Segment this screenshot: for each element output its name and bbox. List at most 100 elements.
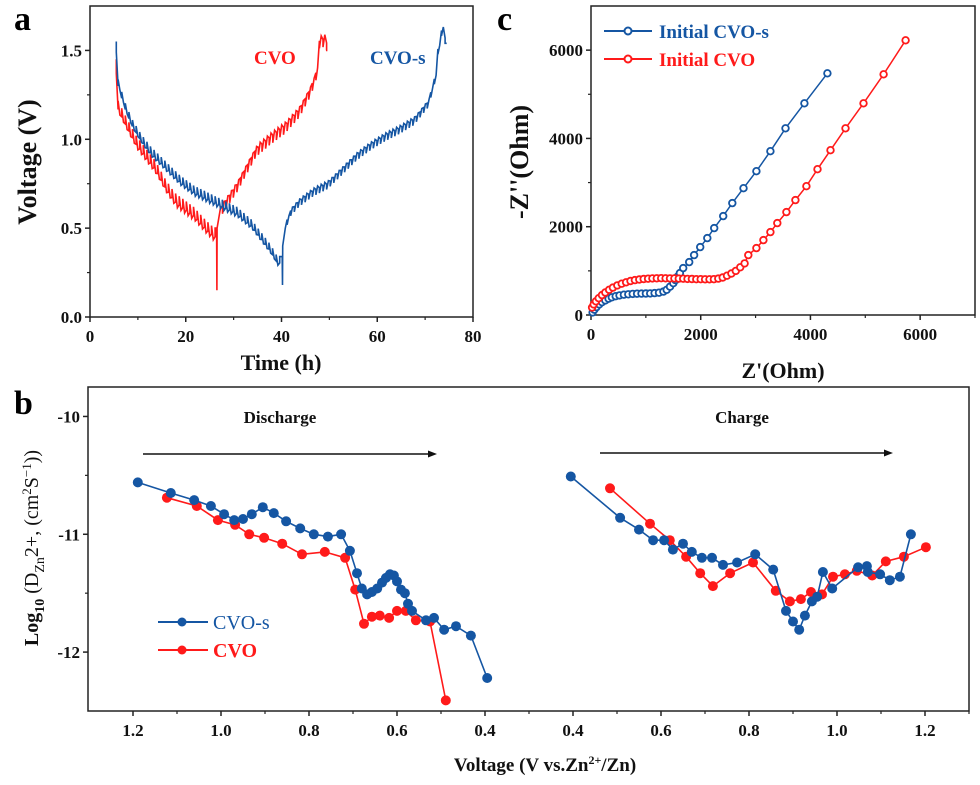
ylabel-close: )) — [21, 450, 43, 463]
y-tick-label: -10 — [57, 407, 80, 426]
nyquist-point-initial-cvo — [841, 124, 850, 133]
nyquist-point-initial-cvo — [766, 227, 775, 237]
legend-label-initial-cvo-s: Initial CVO-s — [659, 22, 769, 43]
nyquist-point-initial-cvo — [879, 70, 888, 79]
x-tick-label: 0.8 — [298, 721, 319, 740]
nyquist-point-initial-cvo-s — [679, 263, 688, 273]
diffusion-point-discharge-cvo-s — [399, 588, 410, 599]
panel-c-ylabel: -Z''(Ohm) — [505, 105, 534, 219]
panel-b-diffusion: -10-11-121.2 1.0 0.8 0.6 0.4 0.4 0.6 0.8 1.0 1.2 … — [19, 386, 970, 776]
diffusion-point-charge-cvo-s — [894, 571, 905, 582]
diffusion-point-discharge-cvo-s — [205, 501, 216, 511]
diffusion-point-charge-cvo — [605, 483, 615, 494]
diffusion-point-discharge-cvo-s — [322, 531, 333, 542]
panel-c-frame — [590, 5, 976, 316]
x-tick-label: 0.8 — [738, 721, 759, 740]
nyquist-point-initial-cvo-s — [800, 99, 809, 108]
diffusion-point-discharge-cvo-s — [429, 612, 439, 623]
panel-c-xlabel: Z'(Ohm) — [741, 358, 824, 383]
y-tick-label: -11 — [58, 525, 80, 544]
nyquist-point-initial-cvo — [826, 145, 835, 155]
panel-c-nyquist: 0 2000 4000 6000 0 2000 4000 6000 Initial CVO-s… — [505, 5, 976, 383]
diffusion-point-discharge-cvo-s — [238, 514, 248, 524]
panel-a-ylabel: Voltage (V) — [13, 99, 42, 224]
y-tick-label: 0.0 — [61, 308, 82, 327]
y-tick-label: 6000 — [549, 41, 583, 60]
xlabel-main: Voltage (V vs.Zn — [454, 755, 589, 776]
x-tick-label: 4000 — [793, 325, 827, 344]
panel-b-legend: CVO-s CVO — [158, 612, 270, 662]
panel-b-ticks: -10 -11 -12 1.2 1.0 0.8 0.6 0.4 0.4 0.6 0.8 1.0 1.2 — [57, 407, 970, 740]
panel-a-ticks: 0 20 40 60 80 0.0 0.5 1.0 1.5 — [61, 41, 482, 346]
diffusion-point-charge-cvo-s — [707, 552, 717, 563]
y-tick-label: 2000 — [549, 218, 583, 237]
panel-a-xlabel: Time (h) — [241, 350, 322, 375]
legend-label-initial-cvo: Initial CVO — [659, 50, 755, 71]
diffusion-point-charge-cvo-s — [696, 552, 707, 563]
y-tick-label: 4000 — [549, 129, 583, 148]
discharge-arrow-head — [428, 450, 437, 458]
xlabel-end: /Zn) — [600, 755, 636, 776]
annotation-charge: Charge — [715, 408, 769, 427]
panel-b-frame — [87, 386, 970, 712]
nyquist-point-initial-cvo-s — [689, 250, 699, 260]
diffusion-point-charge-cvo-s — [905, 529, 916, 540]
diffusion-point-discharge-cvo-s — [421, 615, 431, 626]
nyquist-point-initial-cvo-s — [728, 198, 737, 208]
diffusion-point-charge-cvo-s — [565, 471, 576, 482]
diffusion-point-charge-cvo-s — [732, 557, 743, 568]
panel-b-ylabel: Log10 (DZn2+, (cm2S−1)) — [19, 450, 48, 646]
ylabel-mid: 2+, (cm — [21, 494, 43, 557]
nyquist-point-initial-cvo-s — [781, 124, 790, 133]
y-tick-label: 0 — [575, 306, 584, 325]
diffusion-point-charge-cvo — [784, 596, 795, 607]
panel-a-voltage-time: 0 20 40 60 80 0.0 0.5 1.0 1.5 CVO CVO-s Time (h)… — [13, 5, 482, 375]
diffusion-point-discharge-cvo-s — [465, 630, 476, 641]
diffusion-point-charge-cvo-s — [788, 616, 798, 627]
x-tick-label: 2000 — [684, 325, 718, 344]
diffusion-point-discharge-cvo-s — [336, 529, 347, 540]
diffusion-point-discharge-cvo — [297, 549, 307, 560]
diffusion-point-discharge-cvo-s — [308, 529, 319, 540]
annotation-discharge: Discharge — [244, 408, 317, 427]
diffusion-point-discharge-cvo — [440, 695, 451, 706]
diffusion-point-charge-cvo — [695, 568, 706, 579]
legend-label-cvo: CVO — [213, 640, 257, 662]
nyquist-point-initial-cvo — [759, 235, 768, 245]
diffusion-point-charge-cvo-s — [812, 591, 823, 602]
diffusion-point-charge-cvo — [795, 594, 806, 605]
diffusion-point-charge-cvo-s — [781, 605, 791, 616]
panel-b-curves — [132, 471, 931, 706]
diffusion-point-discharge-cvo — [374, 610, 385, 621]
gitt-curve-cvo — [115, 33, 328, 291]
panel-b-xlabel: Voltage (V vs.Zn2+/Zn) — [454, 753, 636, 776]
diffusion-point-charge-cvo — [707, 581, 718, 592]
diffusion-point-discharge-cvo-s — [219, 509, 230, 520]
nyquist-point-initial-cvo-s — [703, 233, 712, 243]
label-cvo: CVO — [254, 48, 296, 69]
diffusion-point-charge-cvo-s — [768, 564, 779, 575]
nyquist-point-initial-cvo-s — [739, 183, 748, 193]
x-tick-label: 1.0 — [210, 721, 231, 740]
diffusion-point-discharge-cvo — [212, 515, 223, 526]
x-tick-label: 0.6 — [386, 721, 407, 740]
ylabel-s: S — [21, 477, 43, 488]
diffusion-point-discharge-cvo-s — [352, 568, 362, 579]
legend-marker-cvo-s — [177, 617, 187, 627]
ylabel-subzn: Zn — [33, 557, 48, 573]
diffusion-point-charge-cvo-s — [817, 567, 828, 577]
diffusion-point-charge-cvo — [645, 518, 655, 529]
ylabel-sub10: 10 — [33, 599, 48, 613]
diffusion-line-charge-cvo — [609, 487, 927, 603]
x-tick-label: 0 — [86, 327, 95, 346]
x-tick-label: 40 — [273, 327, 290, 346]
diffusion-point-discharge-cvo-s — [268, 508, 279, 519]
nyquist-point-initial-cvo — [740, 259, 749, 268]
diffusion-point-charge-cvo — [920, 542, 931, 553]
x-tick-label: 60 — [369, 327, 386, 346]
diffusion-point-discharge-cvo — [410, 615, 421, 626]
y-tick-label: 0.5 — [61, 219, 82, 238]
x-tick-label: 0.4 — [474, 721, 496, 740]
diffusion-point-charge-cvo-s — [678, 538, 688, 549]
ylabel-log: Log — [21, 613, 43, 646]
